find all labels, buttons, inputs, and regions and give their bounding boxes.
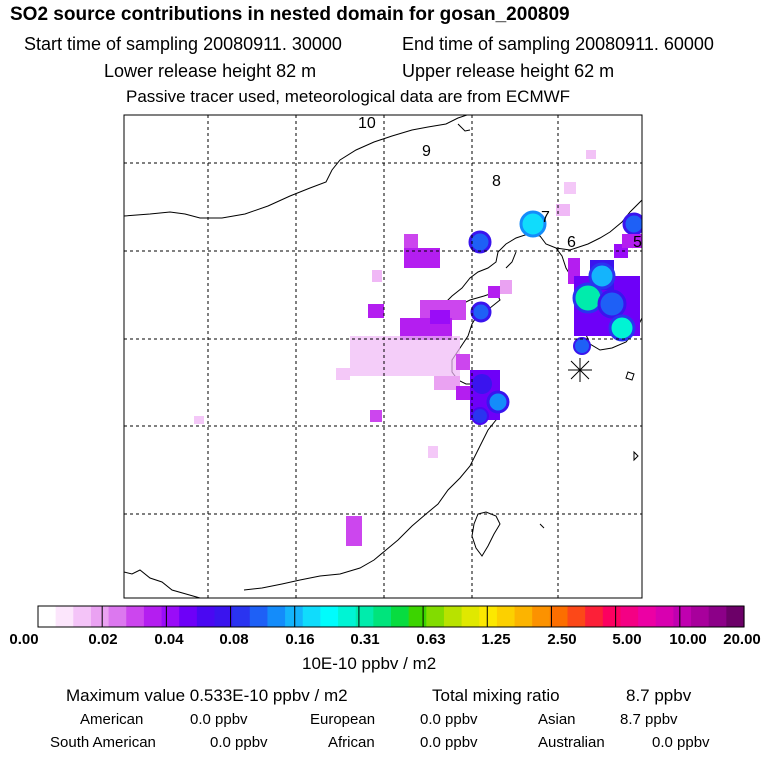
map-title: SO2 source contributions in nested domai…	[10, 4, 570, 25]
region-name: Australian	[538, 734, 605, 751]
colorbar-swatch	[196, 606, 216, 627]
upper-release-height: Upper release height 62 m	[402, 61, 615, 81]
colorbar-swatch	[38, 606, 57, 627]
colorbar-swatch	[655, 606, 674, 627]
colorbar-swatch	[461, 606, 480, 627]
colorbar-swatch	[320, 606, 339, 627]
colorbar-swatch	[620, 606, 639, 627]
trajectory-label: 9	[422, 143, 431, 160]
colorbar-swatch	[549, 606, 569, 627]
colorbar-swatch	[285, 606, 304, 627]
total-mixing-label: Total mixing ratio	[432, 686, 560, 705]
colorbar-tick: 1.25	[481, 631, 511, 648]
receptor-asterisk-icon	[568, 358, 592, 382]
maximum-value: Maximum value 0.533E-10 ppbv / m2	[66, 686, 348, 705]
grid-lines	[124, 115, 642, 598]
trajectory-label: 6	[567, 234, 576, 251]
colorbar-tick: 0.00	[9, 631, 39, 648]
colorbar-swatch	[373, 606, 392, 627]
colorbar-tick: 2.50	[547, 631, 577, 648]
colorbar-swatch	[108, 606, 127, 627]
colorbar-swatch	[567, 606, 586, 627]
colorbar-swatch	[267, 606, 286, 627]
colorbar-swatch	[179, 606, 198, 627]
colorbar-swatch	[391, 606, 410, 627]
colorbar-swatch	[302, 606, 321, 627]
colorbar-swatch	[161, 606, 180, 627]
start-time: Start time of sampling 20080911. 30000	[24, 34, 342, 54]
colorbar-swatch	[496, 606, 516, 627]
colorbar-frame	[37, 605, 745, 628]
colorbar-tick: 0.63	[416, 631, 446, 648]
map-frame	[123, 114, 643, 599]
colorbar-swatch	[90, 606, 110, 627]
colorbar-swatch	[214, 606, 233, 627]
colorbar	[38, 606, 745, 627]
lower-release-height: Lower release height 82 m	[104, 61, 317, 81]
colorbar-swatch	[691, 606, 710, 627]
colorbar-swatch	[602, 606, 622, 627]
colorbar-swatch	[249, 606, 269, 627]
colorbar-tick: 0.08	[219, 631, 249, 648]
colorbar-swatch	[673, 606, 692, 627]
colorbar-swatch	[338, 606, 357, 627]
end-time: End time of sampling 20080911. 60000	[402, 34, 714, 54]
region-name: African	[328, 734, 375, 751]
region-value: 0.0 ppbv	[652, 734, 710, 751]
colorbar-swatch	[585, 606, 604, 627]
colorbar-swatch	[726, 606, 745, 627]
trajectory-label: 8	[492, 173, 501, 190]
concentration-field	[194, 150, 642, 546]
region-name: American	[80, 711, 144, 728]
colorbar-tick: 0.02	[88, 631, 118, 648]
colorbar-tick: 10.00	[669, 631, 707, 648]
colorbar-swatch	[708, 606, 727, 627]
colorbar-tick: 5.00	[612, 631, 642, 648]
total-mixing-value: 8.7 ppbv	[626, 686, 692, 705]
region-value: 8.7 ppbv	[620, 711, 678, 728]
colorbar-swatch	[479, 606, 498, 627]
colorbar-unit: 10E-10 ppbv / m2	[302, 654, 437, 673]
region-value: 0.0 ppbv	[210, 734, 268, 751]
colorbar-tick: 0.04	[154, 631, 184, 648]
region-value: 0.0 ppbv	[420, 734, 478, 751]
colorbar-swatch	[232, 606, 251, 627]
tracer-note: Passive tracer used, meteorological data…	[126, 87, 571, 106]
colorbar-swatch	[126, 606, 145, 627]
colorbar-swatch	[355, 606, 374, 627]
region-name: South American	[50, 734, 156, 751]
region-value: 0.0 ppbv	[420, 711, 478, 728]
colorbar-swatch	[532, 606, 551, 627]
colorbar-tick: 0.16	[285, 631, 315, 648]
map-content: 10 9 8 7 6 5	[124, 115, 642, 598]
colorbar-swatch	[638, 606, 657, 627]
region-name: Asian	[538, 711, 576, 728]
colorbar-swatch	[514, 606, 533, 627]
colorbar-tick: 0.31	[350, 631, 380, 648]
trajectory-labels: 10 9 8 7 6 5	[358, 115, 642, 251]
region-value: 0.0 ppbv	[190, 711, 248, 728]
trajectory-label: 7	[541, 209, 550, 226]
trajectory-label: 10	[358, 115, 376, 132]
trajectory-label: 5	[633, 234, 642, 251]
region-name: European	[310, 711, 376, 728]
colorbar-swatch	[143, 606, 163, 627]
colorbar-swatch	[408, 606, 427, 627]
colorbar-swatch	[426, 606, 445, 627]
colorbar-tick: 20.00	[723, 631, 761, 648]
colorbar-swatch	[73, 606, 92, 627]
colorbar-swatch	[55, 606, 74, 627]
colorbar-swatch	[443, 606, 463, 627]
